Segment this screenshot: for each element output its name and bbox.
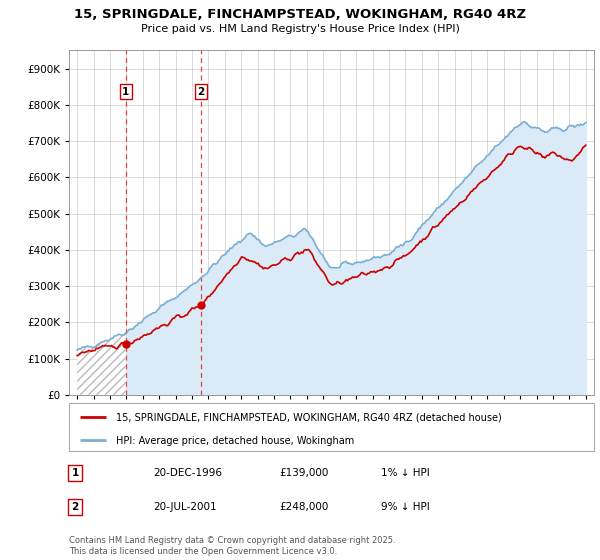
Text: 20-DEC-1996: 20-DEC-1996 [153,468,222,478]
Text: Price paid vs. HM Land Registry's House Price Index (HPI): Price paid vs. HM Land Registry's House … [140,24,460,34]
Text: 2: 2 [71,502,79,512]
Text: £248,000: £248,000 [279,502,328,512]
Text: 1: 1 [122,87,130,97]
Text: 9% ↓ HPI: 9% ↓ HPI [381,502,430,512]
Text: 1: 1 [71,468,79,478]
Text: 20-JUL-2001: 20-JUL-2001 [153,502,217,512]
FancyBboxPatch shape [69,403,594,451]
Text: 1% ↓ HPI: 1% ↓ HPI [381,468,430,478]
Text: 15, SPRINGDALE, FINCHAMPSTEAD, WOKINGHAM, RG40 4RZ (detached house): 15, SPRINGDALE, FINCHAMPSTEAD, WOKINGHAM… [116,413,502,422]
Text: 15, SPRINGDALE, FINCHAMPSTEAD, WOKINGHAM, RG40 4RZ: 15, SPRINGDALE, FINCHAMPSTEAD, WOKINGHAM… [74,8,526,21]
Text: 2: 2 [197,87,205,97]
Text: £139,000: £139,000 [279,468,328,478]
Text: HPI: Average price, detached house, Wokingham: HPI: Average price, detached house, Woki… [116,436,355,446]
Text: Contains HM Land Registry data © Crown copyright and database right 2025.
This d: Contains HM Land Registry data © Crown c… [69,536,395,556]
